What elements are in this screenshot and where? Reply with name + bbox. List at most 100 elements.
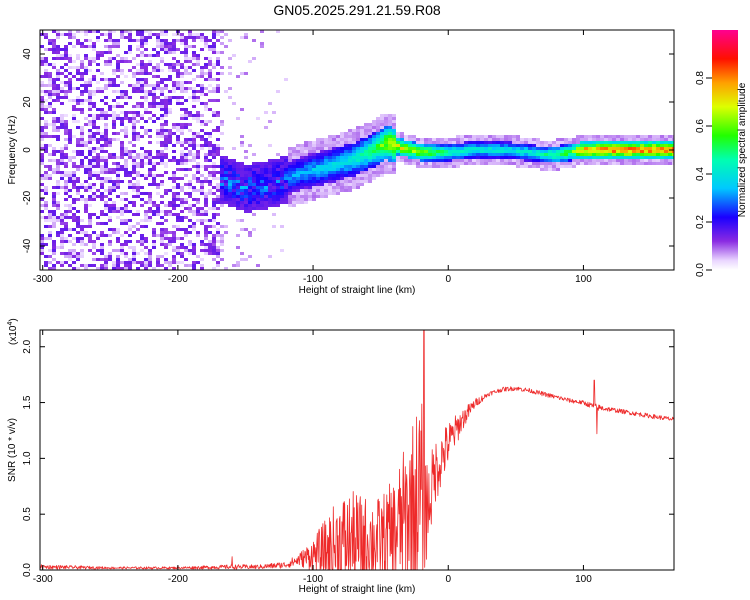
snr-scale-base: (x10	[8, 325, 19, 345]
spectrogram-cell	[424, 147, 428, 150]
spectrogram-cell	[148, 36, 152, 39]
spectrogram-cell	[368, 126, 372, 129]
spectrogram-cell	[108, 228, 112, 231]
spectrogram-cell	[116, 258, 120, 261]
spectrogram-cell	[616, 135, 620, 138]
spectrogram-cell	[124, 129, 128, 132]
spectrogram-cell	[652, 138, 656, 141]
spectrogram-cell	[204, 108, 208, 111]
spectrogram-cell	[112, 114, 116, 117]
spectrogram-cell	[56, 201, 60, 204]
spectrogram-cell	[184, 156, 188, 159]
spectrogram-cell	[588, 141, 592, 144]
spectrogram-cell	[104, 156, 108, 159]
spectrogram-cell	[516, 150, 520, 153]
spectrogram-cell	[152, 120, 156, 123]
snr-panel: -300 -200 -100 0 100 0.00.51.01.52.0 Height …	[7, 318, 675, 595]
spectrogram-cell	[548, 162, 552, 165]
spectrogram-cell	[516, 135, 520, 138]
spectrogram-cell	[240, 186, 244, 189]
spectrogram-cell	[492, 156, 496, 159]
spectrogram-cell	[160, 93, 164, 96]
spectrogram-cell	[124, 192, 128, 195]
spectrogram-cell	[444, 162, 448, 165]
spectrogram-cell	[136, 87, 140, 90]
spectrogram-cell	[196, 189, 200, 192]
spectrogram-cell	[208, 69, 212, 72]
spectrogram-cell	[640, 156, 644, 159]
spectrogram-cell	[160, 78, 164, 81]
spectrogram-cell	[56, 171, 60, 174]
spectrogram-cell	[164, 153, 168, 156]
spectrogram-cell	[372, 147, 376, 150]
spectrogram-cell	[248, 231, 252, 234]
spectrogram-cell	[480, 153, 484, 156]
spectrogram-cell	[44, 36, 48, 39]
spectrogram-cell	[348, 129, 352, 132]
spectrogram-cell	[112, 105, 116, 108]
spectrogram-cell	[284, 159, 288, 162]
spectrogram-cell	[172, 174, 176, 177]
spectrogram-cell	[64, 180, 68, 183]
spectrogram-cell	[88, 96, 92, 99]
spectrogram-cell	[136, 138, 140, 141]
spectrogram-cell	[200, 210, 204, 213]
spectrogram-cell	[40, 45, 44, 48]
spectrogram-cell	[216, 84, 220, 87]
spectrogram-cell	[52, 30, 56, 33]
spectrogram-cell	[264, 162, 268, 165]
spectrogram-cell	[652, 150, 656, 153]
spectrogram-cell	[508, 135, 512, 138]
spectrogram-cell	[164, 45, 168, 48]
spectrogram-cell	[232, 186, 236, 189]
spectrogram-cell	[164, 141, 168, 144]
spectrogram-cell	[356, 135, 360, 138]
spectrogram-cell	[204, 204, 208, 207]
spectrogram-cell	[76, 153, 80, 156]
spectrogram-cell	[320, 186, 324, 189]
spectrogram-cell	[96, 87, 100, 90]
spectrogram-cell	[92, 102, 96, 105]
spectrogram-cell	[380, 150, 384, 153]
spectrogram-cell	[188, 141, 192, 144]
spectrogram-cell	[356, 180, 360, 183]
spectrogram-cell	[480, 156, 484, 159]
spectrogram-cell	[540, 150, 544, 153]
spectrogram-cell	[436, 144, 440, 147]
spectrogram-cell	[176, 204, 180, 207]
spectrogram-cell	[404, 156, 408, 159]
spectrogram-cell	[584, 147, 588, 150]
spectrogram-cell	[44, 33, 48, 36]
spectrogram-cell	[204, 249, 208, 252]
spectrogram-cell	[68, 54, 72, 57]
spectrogram-cell	[612, 141, 616, 144]
spectrogram-cell	[524, 156, 528, 159]
spectrogram-cell	[520, 138, 524, 141]
spectrogram-cell	[128, 39, 132, 42]
spectrogram-cell	[272, 165, 276, 168]
spectrogram-cell	[160, 87, 164, 90]
spectrogram-cell	[52, 186, 56, 189]
spectrogram-cell	[220, 237, 224, 240]
spectrogram-cell	[172, 267, 176, 270]
spectrogram-cell	[56, 93, 60, 96]
spectrogram-cell	[212, 114, 216, 117]
spectrogram-cell	[220, 36, 224, 39]
spectrogram-cell	[392, 135, 396, 138]
spectrogram-cell	[160, 201, 164, 204]
spectrogram-cell	[184, 192, 188, 195]
spectrogram-cell	[56, 183, 60, 186]
spectrogram-cell	[60, 222, 64, 225]
spectrogram-cell	[564, 156, 568, 159]
spectrogram-cell	[516, 141, 520, 144]
spectrogram-cell	[104, 180, 108, 183]
spectrogram-cell	[168, 69, 172, 72]
spectrogram-cell	[240, 180, 244, 183]
spectrogram-cell	[52, 252, 56, 255]
spectrogram-cell	[200, 66, 204, 69]
spectrogram-cell	[100, 186, 104, 189]
spectrogram-cell	[216, 114, 220, 117]
spectrogram-cell	[148, 255, 152, 258]
spectrogram-cell	[140, 162, 144, 165]
spectrogram-cell	[80, 138, 84, 141]
